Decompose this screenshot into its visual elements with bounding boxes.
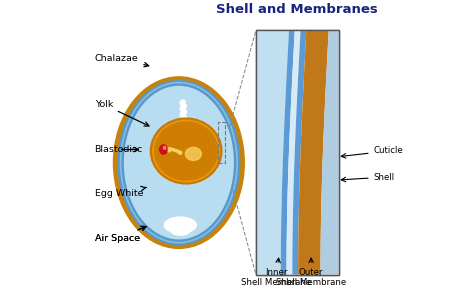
Ellipse shape [164,217,196,233]
Polygon shape [298,30,328,274]
Ellipse shape [125,86,233,239]
Ellipse shape [160,145,167,154]
Ellipse shape [170,224,191,235]
Text: Egg White: Egg White [95,186,146,198]
Ellipse shape [169,136,203,166]
Bar [256,30,339,274]
Bar [218,122,225,163]
Ellipse shape [179,144,193,158]
Ellipse shape [120,82,237,243]
Polygon shape [320,30,339,274]
Ellipse shape [150,118,222,184]
Text: Air Space: Air Space [95,226,146,243]
Bar [256,30,339,274]
Ellipse shape [164,131,208,171]
Ellipse shape [164,146,166,149]
Text: Shell and Membranes: Shell and Membranes [217,3,378,16]
Ellipse shape [155,122,217,180]
Ellipse shape [122,84,236,241]
Ellipse shape [160,127,212,175]
Ellipse shape [153,120,219,182]
Text: Chalazae: Chalazae [95,53,149,67]
Ellipse shape [185,147,201,160]
Polygon shape [287,30,301,274]
Text: Shell: Shell [341,173,395,182]
Text: Air Space: Air Space [95,226,146,243]
Text: Inner
Shell Membrane: Inner Shell Membrane [241,258,311,287]
Ellipse shape [118,81,240,244]
Text: Yolk: Yolk [95,100,149,126]
Polygon shape [256,30,289,274]
Polygon shape [292,30,306,274]
Text: Cuticle: Cuticle [341,146,403,158]
Text: Outer
Shell Membrane: Outer Shell Membrane [276,258,346,287]
Text: Blastodisc: Blastodisc [95,145,143,154]
Ellipse shape [113,77,244,248]
Ellipse shape [155,123,217,179]
Polygon shape [281,30,295,274]
Ellipse shape [174,140,198,162]
Ellipse shape [184,149,189,153]
